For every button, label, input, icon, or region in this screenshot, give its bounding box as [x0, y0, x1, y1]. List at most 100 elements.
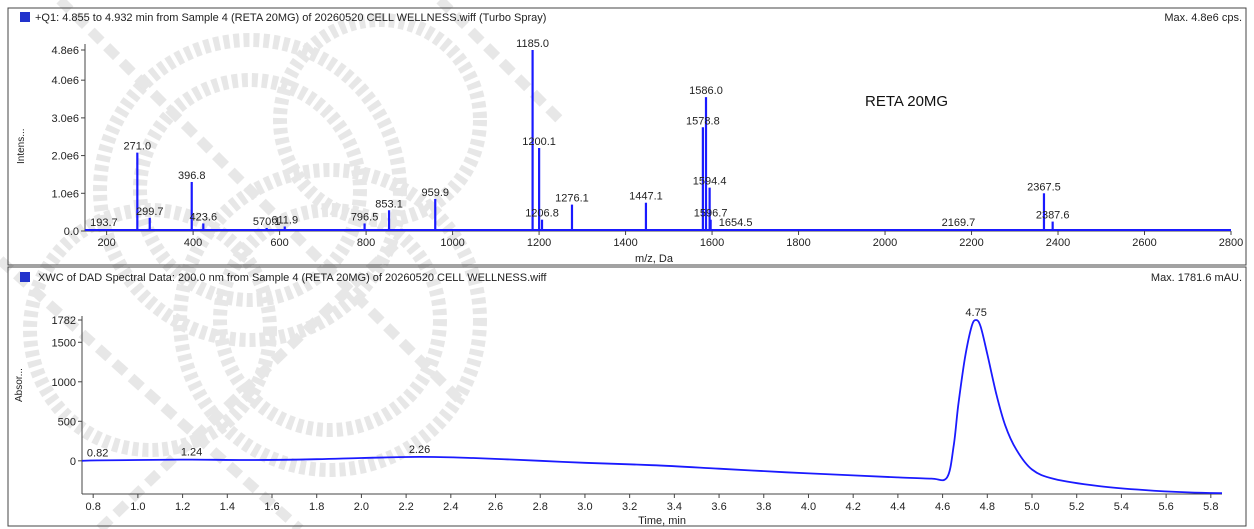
- uv-x-tick-label: 5.0: [1024, 501, 1039, 513]
- ms-peak-label: 1276.1: [555, 193, 589, 205]
- ms-peak-label: 396.8: [178, 170, 206, 182]
- uv-x-tick-label: 3.4: [667, 501, 682, 513]
- ms-peak-label: 959.9: [421, 187, 449, 199]
- watermark-ring: [273, 13, 487, 227]
- ms-y-tick-label: 0.0: [64, 226, 79, 238]
- uv-x-tick-label: 3.2: [622, 501, 637, 513]
- ms-peak-label: 1185.0: [516, 38, 549, 50]
- ms-y-tick-label: 2.0e6: [51, 151, 79, 163]
- uv-x-tick-label: 4.8: [980, 501, 995, 513]
- ms-peak-label: 423.6: [190, 211, 218, 223]
- ms-y-tick-label: 1.0e6: [51, 188, 79, 200]
- uv-x-tick-label: 2.6: [488, 501, 503, 513]
- ms-y-axis-label: Intens...: [16, 128, 27, 164]
- uv-x-tick-label: 1.2: [175, 501, 190, 513]
- ms-x-axis-label: m/z, Da: [635, 253, 674, 265]
- ms-x-tick-label: 600: [270, 237, 288, 249]
- uv-x-tick-label: 3.0: [577, 501, 592, 513]
- ms-axes: 200 400 600 800 1000 1200 1400 1600 1800 2000 2200…: [51, 44, 1243, 249]
- uv-x-tick-label: 5.8: [1203, 501, 1218, 513]
- ms-x-tick-label: 800: [357, 237, 375, 249]
- uv-x-tick-label: 5.2: [1069, 501, 1084, 513]
- ms-peak-label: 299.7: [136, 206, 164, 218]
- ms-annotation: RETA 20MG: [865, 93, 948, 110]
- uv-chromatogram-panel: XWC of DAD Spectral Data: 200.0 nm from …: [7, 266, 1247, 527]
- ms-x-tick-label: 1400: [613, 237, 637, 249]
- uv-title: XWC of DAD Spectral Data: 200.0 nm from …: [38, 272, 547, 284]
- ms-x-tick-label: 1000: [440, 237, 464, 249]
- ms-peak-label: 1206.8: [525, 208, 559, 220]
- uv-x-tick-label: 2.4: [443, 501, 458, 513]
- uv-y-tick-label: 1000: [52, 377, 76, 389]
- uv-y-tick-label: 500: [58, 416, 76, 428]
- ms-y-tick-label: 4.0e6: [51, 75, 79, 87]
- ms-x-tick-label: 2000: [873, 237, 897, 249]
- ms-x-tick-label: 2600: [1132, 237, 1156, 249]
- ms-peak-label: 1578.8: [686, 115, 720, 127]
- panel-marker-icon: [20, 12, 30, 22]
- ms-x-tick-label: 1200: [527, 237, 551, 249]
- watermark-stroke: [436, 0, 564, 124]
- ms-peak-label: 1596.7: [694, 208, 728, 220]
- ms-x-tick-label: 1600: [700, 237, 724, 249]
- ms-peak-label: 570.1: [253, 216, 281, 228]
- ms-peak-label: 1594.4: [693, 176, 727, 188]
- ms-peak-label: 271.0: [124, 141, 152, 153]
- ms-y-tick-label: 3.0e6: [51, 113, 79, 125]
- uv-x-tick-label: 4.6: [935, 501, 950, 513]
- uv-x-tick-label: 5.6: [1158, 501, 1173, 513]
- ms-x-tick-label: 2400: [1046, 237, 1070, 249]
- watermark-ring: [213, 203, 447, 437]
- uv-x-axis-label: Time, min: [638, 515, 686, 527]
- panel-marker-icon: [20, 272, 30, 282]
- uv-x-tick-label: 2.8: [533, 501, 548, 513]
- ms-peak-label: 2367.5: [1027, 181, 1061, 193]
- ms-y-tick-label: 4.8e6: [51, 45, 79, 57]
- ms-peak-label: 1200.1: [522, 136, 556, 148]
- watermark-ring: [23, 203, 277, 457]
- uv-peak-label: 4.75: [965, 307, 986, 319]
- watermark-stroke: [0, 256, 304, 529]
- ms-peak-label: 853.1: [375, 198, 403, 210]
- ms-peak-label: 796.5: [351, 211, 379, 223]
- uv-max-label: Max. 1781.6 mAU.: [1151, 272, 1242, 284]
- uv-y-tick-label: 0: [70, 456, 76, 468]
- uv-x-tick-label: 4.2: [846, 501, 861, 513]
- ms-peak-label: 2169.7: [942, 217, 976, 229]
- ms-peak-label: 1447.1: [629, 191, 663, 203]
- ms-x-tick-label: 2200: [959, 237, 983, 249]
- ms-peak-label: 1586.0: [689, 85, 723, 97]
- uv-x-tick-label: 4.4: [890, 501, 905, 513]
- uv-peak-labels: 0.82 1.24 2.26 4.75: [87, 307, 987, 459]
- ms-peak-label: 193.7: [90, 217, 118, 229]
- uv-y-tick-label: 1782: [52, 315, 76, 327]
- uv-y-axis-label: Absor...: [14, 368, 25, 402]
- uv-x-tick-label: 2.0: [354, 501, 369, 513]
- watermark-stroke: [96, 236, 404, 529]
- mass-spectrum-panel: +Q1: 4.855 to 4.932 min from Sample 4 (R…: [7, 7, 1247, 266]
- uv-x-tick-label: 1.8: [309, 501, 324, 513]
- uv-peak-label: 2.26: [409, 444, 430, 456]
- uv-x-tick-label: 1.0: [130, 501, 145, 513]
- ms-max-label: Max. 4.8e6 cps.: [1164, 12, 1242, 24]
- uv-trace-line: [81, 319, 1223, 495]
- uv-y-tick-label: 1500: [52, 337, 76, 349]
- ms-peaks: [85, 50, 1231, 231]
- uv-peak-label: 1.24: [181, 447, 202, 459]
- uv-x-tick-label: 3.8: [756, 501, 771, 513]
- watermark-stroke: [56, 0, 464, 404]
- uv-x-tick-label: 4.0: [801, 501, 816, 513]
- uv-x-tick-label: 0.8: [86, 501, 101, 513]
- uv-peak-label: 0.82: [87, 447, 108, 459]
- uv-x-tick-label: 1.6: [264, 501, 279, 513]
- uv-x-tick-label: 2.2: [398, 501, 413, 513]
- ms-title: +Q1: 4.855 to 4.932 min from Sample 4 (R…: [35, 12, 546, 24]
- uv-x-tick-label: 5.4: [1114, 501, 1129, 513]
- uv-x-tick-label: 3.6: [711, 501, 726, 513]
- uv-trace: [81, 319, 1223, 495]
- ms-peak-label: 2387.6: [1036, 210, 1070, 222]
- ms-x-tick-label: 2800: [1219, 237, 1243, 249]
- uv-axes: 0.8 1.0 1.2 1.4 1.6 1.8 2.0 2.2 2.4 2.6 2.8 3.0 3.2 3…: [52, 315, 1222, 513]
